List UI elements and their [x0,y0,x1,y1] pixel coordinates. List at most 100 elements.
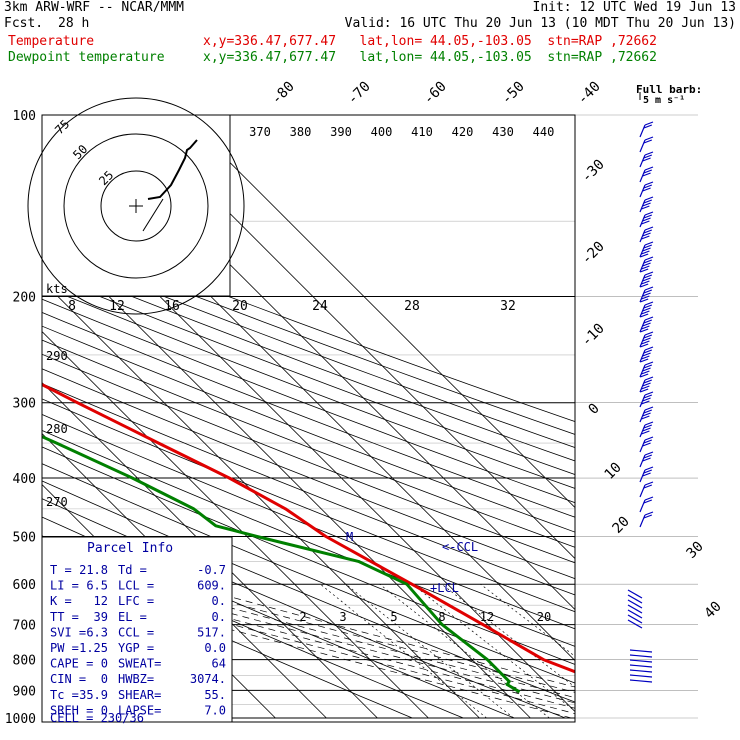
wind-barb-low [627,594,643,604]
theta-side-label: 280 [46,422,68,436]
wind-barb-staff [639,139,646,153]
wind-barb-low [629,649,653,653]
wind-barb-flag [641,295,650,300]
wind-barb-flag [643,454,653,459]
wind-barb-flag [643,304,653,309]
dry-adiabat-line [42,312,575,518]
parcel-info-key: T = [50,563,72,577]
wind-barb-low [629,679,653,683]
moist-adiabat-line [42,567,575,709]
wind-barb-flag [643,214,653,219]
wind-barb-flag [643,364,653,369]
wind-barb-flag [643,169,653,174]
isotherm-label: 20 [610,514,633,537]
wind-barb-flag [642,322,651,327]
wind-barb-flag [642,277,651,282]
wind-barb-flag [643,514,653,519]
isotherm-label: -20 [579,239,608,268]
theta-side-label: 290 [46,349,68,363]
wind-barb-flag [643,484,653,489]
wind-barb-staff [639,319,646,333]
melting-marker: M [346,530,353,544]
wind-barb [639,481,654,498]
wind-barb-flag [641,310,650,315]
parcel-info-title: Parcel Info [87,541,173,556]
wind-barb-flag [644,121,654,126]
wind-barb-flag [643,154,653,159]
wind-barb-low [629,659,653,663]
isotherm-label: -60 [421,79,450,108]
wind-barb-flag [639,268,649,273]
wind-barb-staff [639,199,646,213]
wind-barb [639,436,654,453]
dry-adiabat-line [42,223,575,422]
parcel-info-value: 0 [101,703,108,717]
parcel-info-value: 0. [212,594,226,608]
wind-barb-flag [642,232,651,237]
wind-barb-staff [639,304,646,318]
wind-barb-low [627,604,643,614]
wind-barb [639,376,654,393]
parcel-info-key: YGP = [118,641,154,655]
wind-barb-flag [641,205,650,210]
theta-label: 370 [249,125,271,139]
pressure-tick-label: 1000 [5,712,36,727]
parcel-info-value: 35.9 [79,688,108,702]
wind-barb-flag [644,271,654,276]
wind-barb-low [627,614,643,624]
wind-barb-staff [639,214,646,228]
wind-barb-staff [639,469,646,483]
hodograph-ring [63,133,209,279]
speed-scale-label: 24 [312,299,328,314]
wind-barb [639,181,654,198]
wind-barb-flag [639,328,649,333]
moist-adiabat-line [42,543,575,688]
mixing-ratio-label: 8 [438,610,445,624]
wind-barb-flag [642,352,651,357]
wind-barb-staff [639,244,646,258]
wind-barb-flag [641,430,650,435]
wind-barb-staff [639,349,646,363]
wind-barb-flag [643,244,653,249]
wind-barb-flag [643,124,653,129]
lcl-marker: +LCL [430,581,459,595]
wind-barb-flag [642,172,651,177]
wind-barb-staff [639,379,646,393]
mixing-ratio-line [480,583,575,657]
pressure-tick-label: 500 [13,530,36,545]
parcel-info-key: CCL = [118,625,154,639]
theta-label: 440 [533,125,555,139]
parcel-info-value: 7.0 [204,703,226,717]
speed-scale-label: 12 [109,299,125,314]
dewpoint-legend: Dewpoint temperature [8,50,165,65]
wind-barb-flag [643,469,653,474]
isotherm-label: 40 [702,599,725,622]
parcel-info-key: Tc = [50,688,79,702]
wind-barb [639,136,654,153]
wind-barb-flag [644,286,654,291]
wind-barb [639,496,654,513]
theta-side-label: 270 [46,495,68,509]
hodograph-storm-vector [142,198,164,232]
wind-barb [639,511,654,528]
theta-label: 400 [371,125,393,139]
wind-barb-flag [644,346,654,351]
wind-barb [639,271,654,288]
mixing-ratio-label: 2 [299,610,306,624]
wind-barb-flag [643,199,653,204]
mixing-ratio-label: 12 [480,610,494,624]
wind-barb-flag [644,226,654,231]
mixing-ratio-line [441,583,575,688]
pressure-tick-label: 300 [13,397,36,412]
temperature-legend: Temperature [8,34,95,49]
wind-barb-flag [642,292,651,297]
moist-adiabat-line [42,549,575,693]
wind-barb-flag [644,391,654,396]
wind-barb-flag [642,217,651,222]
wind-barb-flag [644,211,654,216]
parcel-info-key: SWEAT= [118,657,161,671]
parcel-info-key: LCL = [118,579,154,593]
pressure-tick-label: 200 [13,291,36,306]
theta-label: 390 [330,125,352,139]
parcel-info-value: 1.25 [79,641,108,655]
